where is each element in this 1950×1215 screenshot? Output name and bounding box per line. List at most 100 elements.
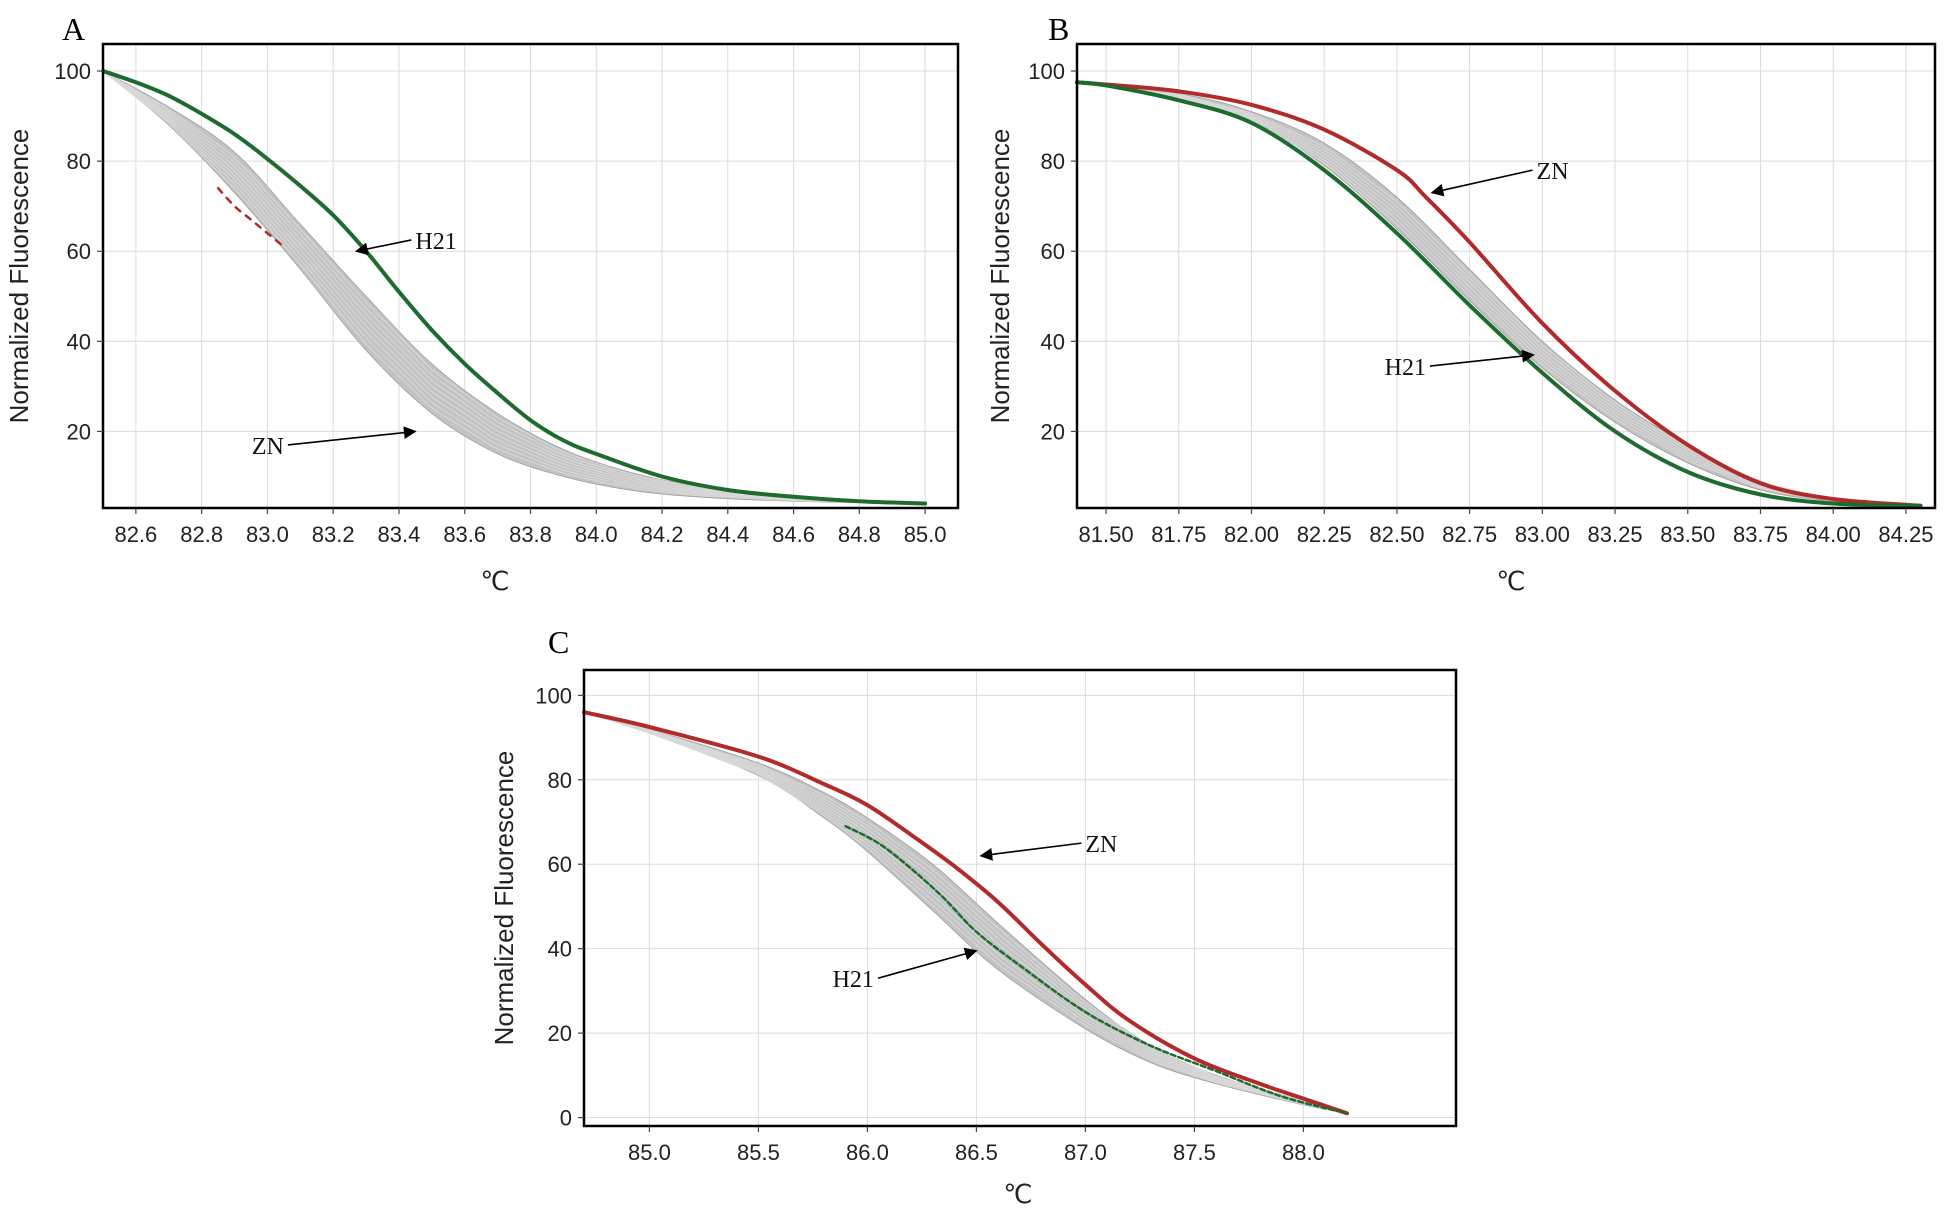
panel-a-sample-trace-8: [102, 70, 926, 505]
panel-b-xtick-label-10: 84.00: [1806, 522, 1861, 547]
panel-c-sample-trace-6: [583, 711, 1348, 1114]
panel-b-xtick-label-8: 83.50: [1660, 522, 1715, 547]
panel-b-ytick-label-3: 80: [1041, 149, 1065, 174]
panel-b-grid: [1077, 44, 1935, 508]
panel-c-series-zn: [582, 710, 1349, 1116]
panel-b-gray-band: [1076, 81, 1921, 507]
panel-a-sample-trace-6: [102, 70, 926, 505]
panel-a-gray-band: [102, 70, 926, 505]
panel-b-gray-envelope: [1076, 81, 1921, 507]
panel-c-sample-trace-2: [583, 711, 1348, 1114]
panel-b-xtick-label-11: 84.25: [1878, 522, 1933, 547]
panel-c-ytick-label-5: 100: [535, 683, 572, 708]
panel-b-xtick-label-3: 82.25: [1297, 522, 1352, 547]
panel-b-sample-trace-1: [1076, 81, 1921, 507]
panel-c-ytick-label-1: 20: [548, 1021, 572, 1046]
panel-a-series-h21: [101, 69, 928, 506]
panel-b-sample-trace-2: [1076, 81, 1921, 507]
panel-a-xtick-label-5: 83.6: [443, 522, 486, 547]
panel-a-xtick-label-7: 84.0: [575, 522, 618, 547]
panel-b-ytick-label-1: 40: [1041, 329, 1065, 354]
panel-b-series: [1075, 80, 1923, 508]
panel-c-sample-trace-4: [583, 711, 1348, 1114]
panel-c-ticks: 85.0 85.5 86.0 86.5 87.0 87.5 88.0 0 20 40 60 80 100: [535, 683, 1325, 1165]
panel-b-xtick-label-6: 83.00: [1515, 522, 1570, 547]
panel-a-xtick-label-6: 83.8: [509, 522, 552, 547]
panel-b: B 81.50 81.75 82.00 82.25 82.50 82.75 83.00 83.…: [985, 11, 1937, 596]
panel-b-y-axis-title: Normalized Fluorescence: [985, 129, 1015, 424]
panel-b-sample-trace-6: [1076, 81, 1921, 507]
panel-c-grid: [584, 670, 1456, 1126]
panel-c-plot-frame: [582, 668, 1458, 1128]
panel-a-annotation-zn: ZN: [252, 434, 284, 460]
panel-b-arrow-zn: [1430, 169, 1533, 197]
panel-c-xtick-label-2: 86.0: [846, 1140, 889, 1165]
panel-a-grid: [103, 44, 958, 508]
panel-c-y-axis-title: Normalized Fluorescence: [489, 751, 519, 1046]
panel-b-ytick-label-4: 100: [1028, 59, 1065, 84]
panel-letter-c: C: [548, 624, 569, 660]
panel-a-arrow-h21: [354, 239, 412, 256]
panel-b-xtick-label-4: 82.50: [1369, 522, 1424, 547]
panel-a-xtick-label-10: 84.6: [772, 522, 815, 547]
panel-a-xtick-label-4: 83.4: [378, 522, 421, 547]
panel-c-xtick-label-3: 86.5: [955, 1140, 998, 1165]
panel-c-ytick-label-0: 0: [560, 1106, 572, 1131]
panel-c-sample-trace-8: [583, 711, 1348, 1114]
panel-a: A 82.6 82.8 83.0 83.2 83.4 83.6 83.8 84.0 84.2 84…: [4, 11, 960, 596]
panel-a-x-axis-title: ℃: [480, 566, 509, 596]
panel-a-xtick-label-1: 82.8: [180, 522, 223, 547]
panel-a-xtick-label-2: 83.0: [246, 522, 289, 547]
panel-a-ytick-label-3: 80: [67, 149, 91, 174]
panel-letter-b: B: [1048, 11, 1069, 47]
panel-a-y-axis-title: Normalized Fluorescence: [4, 129, 34, 424]
panel-a-xtick-label-12: 85.0: [904, 522, 947, 547]
panel-c-gray-envelope: [583, 711, 1348, 1114]
panel-a-arrow-zn: [287, 426, 417, 446]
panel-c-xtick-label-5: 87.5: [1173, 1140, 1216, 1165]
panel-a-xtick-label-3: 83.2: [312, 522, 355, 547]
panel-b-xtick-label-7: 83.25: [1588, 522, 1643, 547]
panel-b-series-h21: [1075, 80, 1923, 508]
panel-a-xtick-label-9: 84.4: [706, 522, 749, 547]
panel-c-xtick-label-6: 88.0: [1282, 1140, 1325, 1165]
panel-a-series-zn: [216, 186, 286, 248]
panel-c-xtick-label-1: 85.5: [737, 1140, 780, 1165]
panel-b-series-zn: [1075, 80, 1923, 508]
panel-a-series: [101, 69, 928, 506]
panel-a-xtick-label-11: 84.8: [838, 522, 881, 547]
panel-b-xtick-label-2: 82.00: [1224, 522, 1279, 547]
panel-b-sample-trace-3: [1076, 81, 1921, 507]
panel-c-series-h21: [844, 824, 1349, 1115]
panel-b-xtick-label-0: 81.50: [1079, 522, 1134, 547]
panel-c-annotation-zn: ZN: [1085, 832, 1117, 858]
panel-b-xtick-label-9: 83.75: [1733, 522, 1788, 547]
panel-letter-a: A: [62, 11, 85, 47]
panel-c-ytick-label-3: 60: [548, 852, 572, 877]
panel-c-ytick-label-4: 80: [548, 768, 572, 793]
panel-b-sample-trace-5: [1076, 81, 1921, 507]
panel-c-ytick-label-2: 40: [548, 937, 572, 962]
panel-c-arrow-h21: [877, 947, 978, 979]
panel-b-ytick-label-2: 60: [1041, 239, 1065, 264]
panel-b-plot-frame: [1075, 42, 1937, 510]
panel-a-annotations: H21 ZN: [252, 229, 457, 460]
panel-c-xtick-label-0: 85.0: [628, 1140, 671, 1165]
panel-b-arrow-h21: [1429, 349, 1535, 367]
panel-c-annotation-h21: H21: [833, 967, 874, 993]
panel-b-annotation-zn: ZN: [1537, 159, 1569, 185]
panel-b-ticks: 81.50 81.75 82.00 82.25 82.50 82.75 83.00 83.25…: [1028, 59, 1933, 547]
panel-a-sample-trace-4: [102, 70, 926, 505]
panel-a-annotation-h21: H21: [415, 229, 456, 255]
panel-b-annotations: ZN H21: [1385, 159, 1569, 381]
panel-b-ytick-label-0: 20: [1041, 419, 1065, 444]
panel-c-sample-trace-1: [583, 711, 1348, 1114]
panel-c-sample-trace-3: [583, 711, 1348, 1114]
panel-c-gray-band: [583, 711, 1348, 1114]
panel-b-xtick-label-5: 82.75: [1442, 522, 1497, 547]
panel-c: C 85.0 85.5 86.0 86.5 87.0 87.5 88.0 0 20 40 60 80 1…: [489, 624, 1458, 1209]
panel-a-ytick-label-1: 40: [67, 329, 91, 354]
panel-a-ytick-label-4: 100: [54, 59, 91, 84]
panel-a-ticks: 82.6 82.8 83.0 83.2 83.4 83.6 83.8 84.0 84.2 84.4…: [54, 59, 946, 547]
